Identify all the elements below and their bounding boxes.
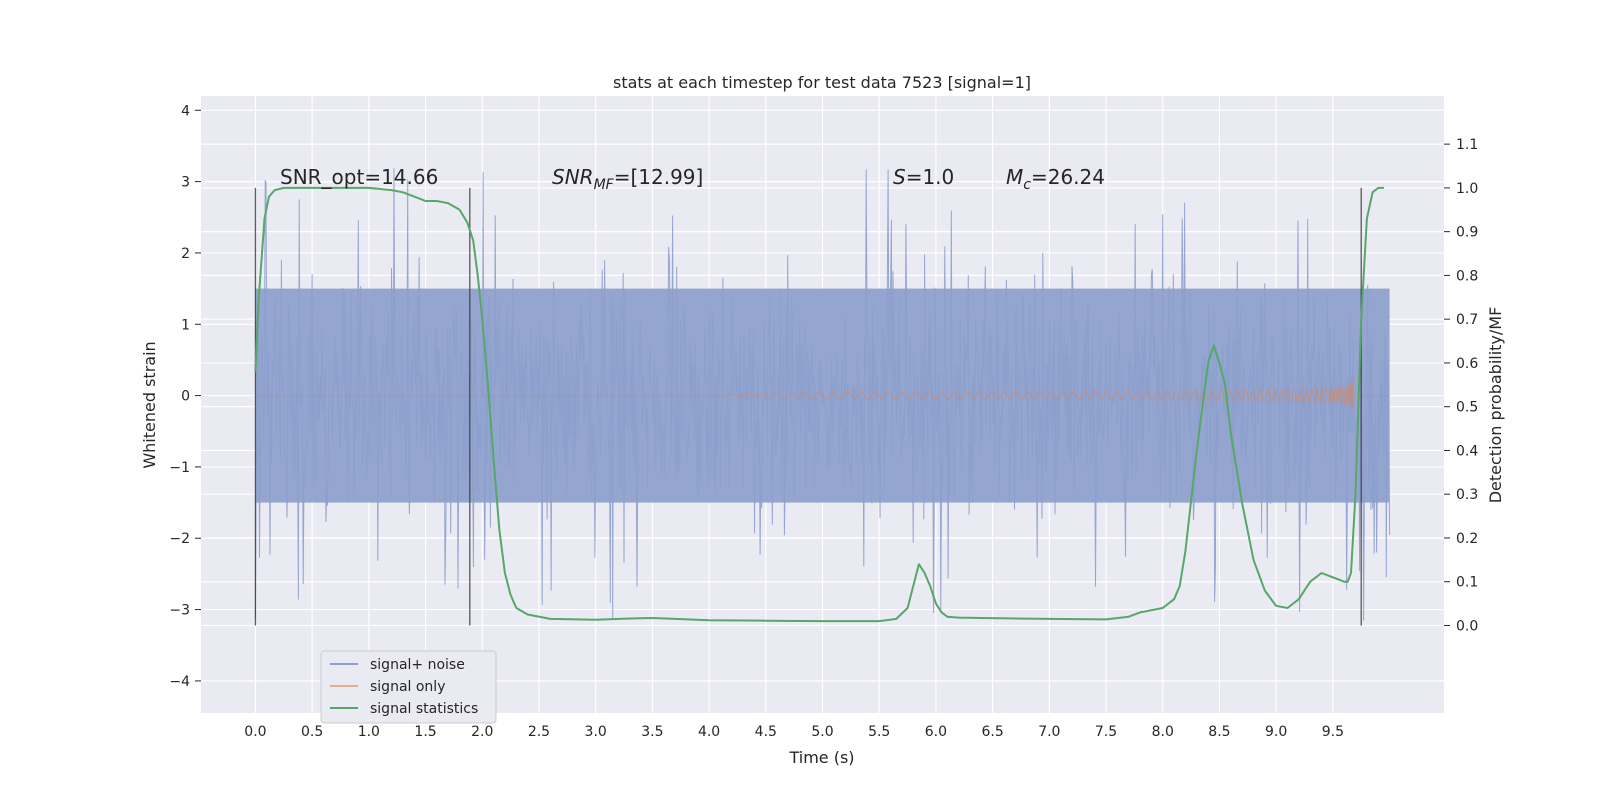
stats-line — [254, 186, 1384, 623]
x-tick-label: 9.5 — [1322, 724, 1344, 740]
vertical-markers — [254, 187, 1362, 626]
snr-mf-value: =[12.99] — [614, 165, 704, 189]
x-tick-label: 3.0 — [585, 724, 607, 740]
x-tick-label: 7.5 — [1095, 724, 1117, 740]
x-tick-label: 1.5 — [414, 724, 436, 740]
y-axis-label: Whitened strain — [140, 341, 159, 468]
noise-trace — [254, 168, 1391, 621]
snr-mf-base: SNR — [552, 165, 594, 189]
x-tick-label: 8.5 — [1208, 724, 1230, 740]
y-ticks: 4 3 2 1 0 −1 −2 −3 −4 — [169, 103, 201, 690]
chart-title: stats at each timestep for test data 752… — [613, 73, 1031, 92]
y-right-tick-label: 1.0 — [1456, 181, 1478, 197]
y-right-tick-label: 0.8 — [1456, 268, 1478, 284]
y-tick-label: −1 — [169, 460, 190, 476]
annotation-snr-mf: SNRMF=[12.99] — [552, 165, 703, 193]
mc-symbol: M — [1006, 165, 1023, 189]
x-tick-label: 4.5 — [755, 724, 777, 740]
legend: signal+ noise signal only signal statist… — [320, 650, 497, 724]
y-axis-label-right: Detection probability/MF — [1486, 307, 1505, 504]
y-tick-label: 1 — [181, 317, 190, 333]
y-right-tick-label: 0.5 — [1456, 400, 1478, 416]
snr-mf-sub: MF — [594, 177, 615, 193]
x-tick-label: 2.5 — [528, 724, 550, 740]
y-tick-label: −2 — [169, 531, 190, 547]
mc-sub: c — [1023, 177, 1031, 193]
x-ticks: 0.0 0.5 1.0 1.5 2.0 2.5 3.0 3.5 4.0 4.5 5.0 5.5 6.0 6… — [244, 724, 1344, 740]
y-right-tick-label: 0.2 — [1456, 531, 1478, 547]
y-tick-label: 0 — [181, 389, 190, 405]
y-tick-label: 3 — [181, 175, 190, 191]
mc-value: =26.24 — [1031, 165, 1105, 189]
legend-label-noise: signal+ noise — [370, 657, 465, 673]
x-tick-label: 6.5 — [981, 724, 1003, 740]
x-tick-label: 2.0 — [471, 724, 493, 740]
y-right-tick-label: 0.6 — [1456, 356, 1478, 372]
y-tick-label: 2 — [181, 246, 190, 262]
s-value: =1.0 — [906, 165, 955, 189]
x-tick-label: 0.0 — [244, 724, 266, 740]
x-tick-label: 7.0 — [1038, 724, 1060, 740]
y-tick-label: −3 — [169, 603, 190, 619]
legend-box — [320, 650, 497, 724]
x-tick-label: 3.5 — [641, 724, 663, 740]
series-signal-statistics — [254, 186, 1384, 623]
x-tick-label: 9.0 — [1265, 724, 1287, 740]
annotation-mc: Mc=26.24 — [1006, 165, 1105, 193]
y-right-tick-label: 0.0 — [1456, 618, 1478, 634]
legend-label-signal: signal only — [370, 679, 445, 695]
y-tick-label: −4 — [169, 674, 190, 690]
x-tick-label: 8.0 — [1152, 724, 1174, 740]
y-right-tick-label: 0.7 — [1456, 312, 1478, 328]
series-signal-only — [255, 381, 1390, 409]
x-tick-label: 1.0 — [358, 724, 380, 740]
y-right-tick-label: 0.4 — [1456, 443, 1478, 459]
x-tick-label: 0.5 — [301, 724, 323, 740]
legend-label-stats: signal statistics — [370, 701, 478, 717]
y-right-tick-label: 1.1 — [1456, 137, 1478, 153]
x-tick-label: 4.0 — [698, 724, 720, 740]
x-tick-label: 5.0 — [811, 724, 833, 740]
x-tick-label: 6.0 — [925, 724, 947, 740]
x-tick-label: 5.5 — [868, 724, 890, 740]
s-symbol: S — [893, 165, 906, 189]
annotation-snr-opt: SNR_opt=14.66 — [280, 165, 438, 189]
y-right-tick-label: 0.9 — [1456, 225, 1478, 241]
annotation-s: S=1.0 — [893, 165, 954, 189]
x-axis-label: Time (s) — [788, 748, 854, 767]
y-right-tick-label: 0.1 — [1456, 575, 1478, 591]
y-tick-label: 4 — [181, 103, 190, 119]
signal-trace — [255, 381, 1390, 409]
y-right-tick-label: 0.3 — [1456, 487, 1478, 503]
y-ticks-right: 1.1 1.0 0.9 0.8 0.7 0.6 0.5 0.4 0.3 0.2 0.1 0.0 — [1444, 137, 1478, 634]
